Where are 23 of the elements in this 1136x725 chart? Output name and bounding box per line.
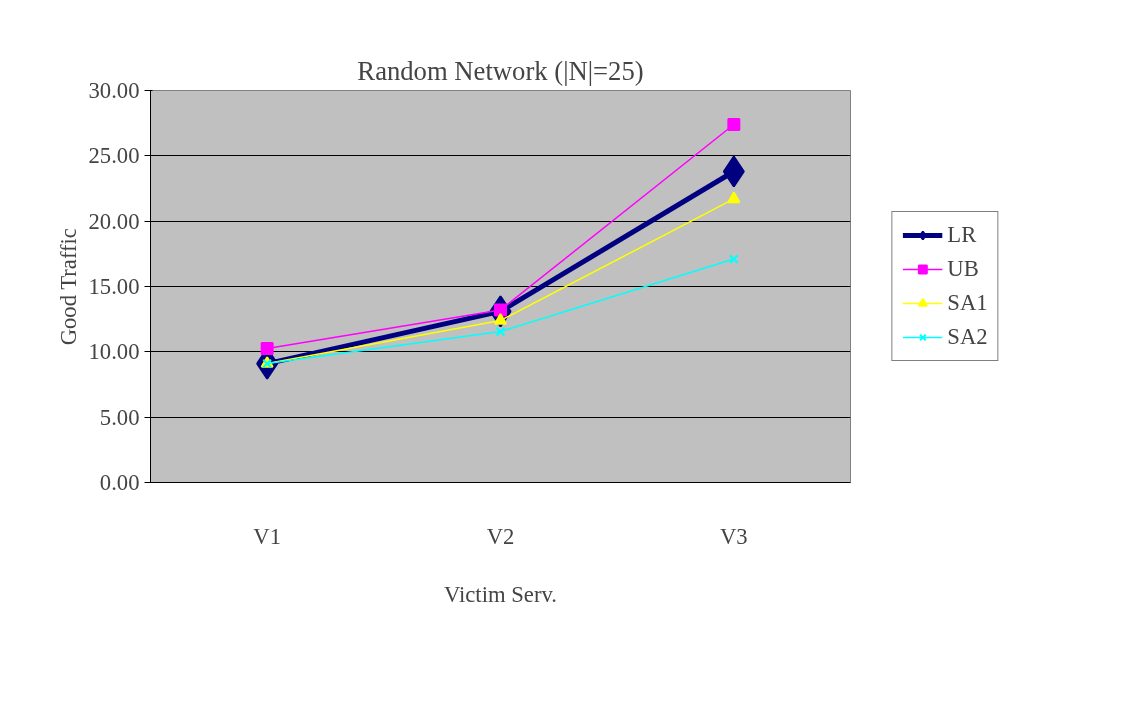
y-tick-label: 25.00	[88, 143, 140, 169]
point	[727, 191, 741, 204]
point	[494, 313, 507, 325]
y-tick-label: 0.00	[99, 470, 140, 495]
legend-label: SA2	[947, 324, 988, 350]
point	[727, 117, 741, 131]
y-tick-label: 5.00	[99, 404, 140, 430]
y-axis-title: Good Traffic	[55, 228, 81, 346]
x-tick-label: V1	[253, 523, 282, 549]
y-tick-label: 20.00	[88, 208, 140, 234]
point	[260, 342, 274, 356]
y-tick-label: 10.00	[88, 339, 140, 365]
x-axis-title: Victim Serv.	[444, 581, 557, 607]
point	[728, 254, 739, 264]
point	[495, 326, 506, 337]
legend-label: LR	[947, 222, 977, 248]
x-tick-label: V3	[719, 523, 748, 549]
legend-label: SA1	[947, 290, 988, 316]
x-tick-label: V2	[486, 523, 515, 549]
y-tick-label: 30.00	[88, 78, 140, 103]
y-tick-label: 15.00	[88, 274, 140, 299]
legend-label: UB	[947, 256, 979, 282]
chart-title: Random Network (|N|=25)	[357, 55, 644, 86]
